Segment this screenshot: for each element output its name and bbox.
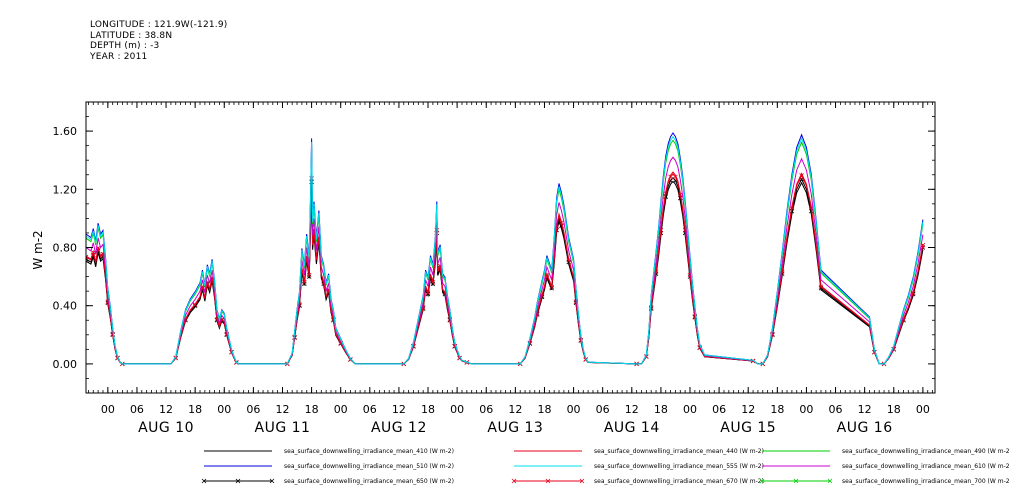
- legend: sea_surface_downwelling_irradiance_mean_…: [201, 448, 1009, 485]
- legend-label: sea_surface_downwelling_irradiance_mean_…: [284, 463, 454, 470]
- legend-marker: [579, 478, 585, 484]
- legend-marker: [827, 478, 833, 484]
- legend-entry: sea_surface_downwelling_irradiance_mean_…: [762, 463, 1009, 470]
- series-marker: [430, 281, 436, 287]
- legend-label: sea_surface_downwelling_irradiance_mean_…: [594, 463, 764, 470]
- latitude-line: LATITUDE : 38.8N: [90, 30, 173, 41]
- x-day-label: AUG 16: [837, 420, 893, 436]
- x-tick-label: 12: [508, 403, 522, 416]
- longitude-line: LONGITUDE : 121.9W(-121.9): [90, 20, 228, 30]
- x-tick-label: 00: [567, 403, 581, 416]
- series-marker: [86, 254, 89, 260]
- ticks-layer: 00 06 12 18 00 06 12 18 00 06 12 18 00 06 12 18 00 06 12 18…: [53, 101, 935, 436]
- legend-entry: sea_surface_downwelling_irradiance_mean_…: [204, 448, 454, 455]
- series-marker: [192, 303, 198, 308]
- legend-entry: sea_surface_downwelling_irradiance_mean_…: [201, 478, 454, 485]
- x-tick-label: 18: [654, 403, 668, 416]
- legend-entry: sea_surface_downwelling_irradiance_mean_…: [204, 463, 454, 470]
- x-day-label: AUG 10: [138, 420, 194, 436]
- x-tick-label: 12: [159, 403, 173, 416]
- y-tick-label: 0.40: [53, 300, 78, 313]
- legend-label: sea_surface_downwelling_irradiance_mean_…: [842, 478, 1009, 485]
- series-marker: [549, 284, 555, 290]
- legend-entry: sea_surface_downwelling_irradiance_mean_…: [511, 478, 764, 485]
- plot-frame: [85, 101, 936, 394]
- y-tick-label: 0.00: [53, 358, 78, 371]
- x-tick-label: 06: [596, 403, 610, 416]
- series-marker: [306, 274, 312, 279]
- legend-entry: sea_surface_downwelling_irradiance_mean_…: [759, 478, 1009, 485]
- x-tick-label: 06: [363, 403, 377, 416]
- x-day-label: AUG 11: [255, 420, 311, 436]
- x-tick-label: 00: [101, 403, 115, 416]
- legend-marker: [235, 478, 241, 484]
- x-tick-label: 12: [858, 403, 872, 416]
- x-day-label: AUG 14: [604, 420, 660, 436]
- legend-label: sea_surface_downwelling_irradiance_mean_…: [842, 448, 1009, 455]
- x-tick-label: 18: [537, 403, 551, 416]
- x-day-label: AUG 15: [720, 420, 776, 436]
- legend-marker: [269, 478, 275, 484]
- legend-marker: [793, 478, 799, 484]
- legend-marker: [759, 478, 765, 484]
- legend-label: sea_surface_downwelling_irradiance_mean_…: [594, 448, 764, 455]
- x-day-label: AUG 13: [487, 420, 543, 436]
- x-tick-label: 00: [799, 403, 813, 416]
- legend-label: sea_surface_downwelling_irradiance_mean_…: [284, 448, 454, 455]
- legend-marker: [545, 478, 551, 484]
- x-tick-label: 06: [130, 403, 144, 416]
- x-tick-label: 12: [741, 403, 755, 416]
- x-tick-label: 18: [887, 403, 901, 416]
- legend-marker: [511, 478, 517, 484]
- x-tick-label: 18: [305, 403, 319, 416]
- series-marker: [302, 279, 307, 285]
- x-tick-label: 18: [421, 403, 435, 416]
- y-tick-label: 0.80: [53, 242, 78, 255]
- x-tick-label: 06: [479, 403, 493, 416]
- x-tick-label: 12: [392, 403, 406, 416]
- x-tick-label: 06: [712, 403, 726, 416]
- series-marker: [549, 285, 555, 291]
- x-tick-label: 18: [770, 403, 784, 416]
- y-axis-label: W m-2: [31, 230, 45, 269]
- series-marker: [430, 279, 436, 285]
- legend-label: sea_surface_downwelling_irradiance_mean_…: [842, 463, 1009, 470]
- legend-label: sea_surface_downwelling_irradiance_mean_…: [284, 478, 454, 485]
- depth-line: DEPTH (m) : -3: [90, 41, 160, 51]
- legend-marker: [201, 478, 207, 484]
- legend-label: sea_surface_downwelling_irradiance_mean_…: [594, 478, 764, 485]
- series-marker: [306, 272, 312, 278]
- series-line-7: [86, 173, 924, 365]
- x-tick-label: 00: [334, 403, 348, 416]
- legend-entry: sea_surface_downwelling_irradiance_mean_…: [514, 448, 764, 455]
- series-line-4: [86, 135, 924, 365]
- x-tick-label: 00: [916, 403, 930, 416]
- series-line-2: [86, 139, 924, 365]
- year-line: YEAR : 2011: [90, 51, 148, 62]
- x-tick-label: 00: [450, 403, 464, 416]
- x-tick-label: 06: [246, 403, 260, 416]
- y-tick-label: 1.20: [53, 183, 78, 196]
- series-marker: [818, 284, 824, 290]
- series-layer: [86, 132, 926, 367]
- x-tick-label: 06: [829, 403, 843, 416]
- x-tick-label: 12: [625, 403, 639, 416]
- y-tick-label: 1.60: [53, 125, 78, 138]
- x-tick-label: 00: [683, 403, 697, 416]
- x-tick-label: 12: [275, 403, 289, 416]
- x-tick-label: 18: [188, 403, 202, 416]
- x-day-label: AUG 12: [371, 420, 427, 436]
- series-marker: [302, 281, 307, 287]
- metadata-header: LONGITUDE : 121.9W(-121.9) LATITUDE : 38…: [90, 20, 228, 62]
- legend-entry: sea_surface_downwelling_irradiance_mean_…: [762, 448, 1009, 455]
- x-tick-label: 00: [217, 403, 231, 416]
- legend-entry: sea_surface_downwelling_irradiance_mean_…: [514, 463, 764, 470]
